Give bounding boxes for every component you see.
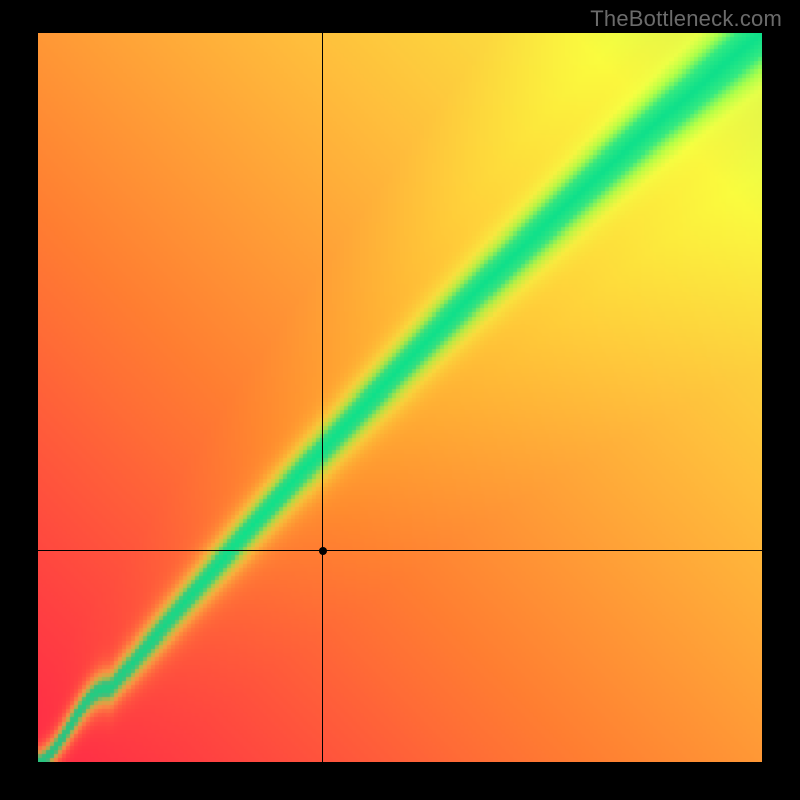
crosshair-horizontal	[38, 550, 762, 551]
bottleneck-heatmap	[38, 33, 762, 762]
watermark-text: TheBottleneck.com	[590, 6, 782, 32]
chart-container: { "watermark": { "text": "TheBottleneck.…	[0, 0, 800, 800]
crosshair-vertical	[322, 33, 323, 762]
crosshair-marker	[319, 547, 327, 555]
